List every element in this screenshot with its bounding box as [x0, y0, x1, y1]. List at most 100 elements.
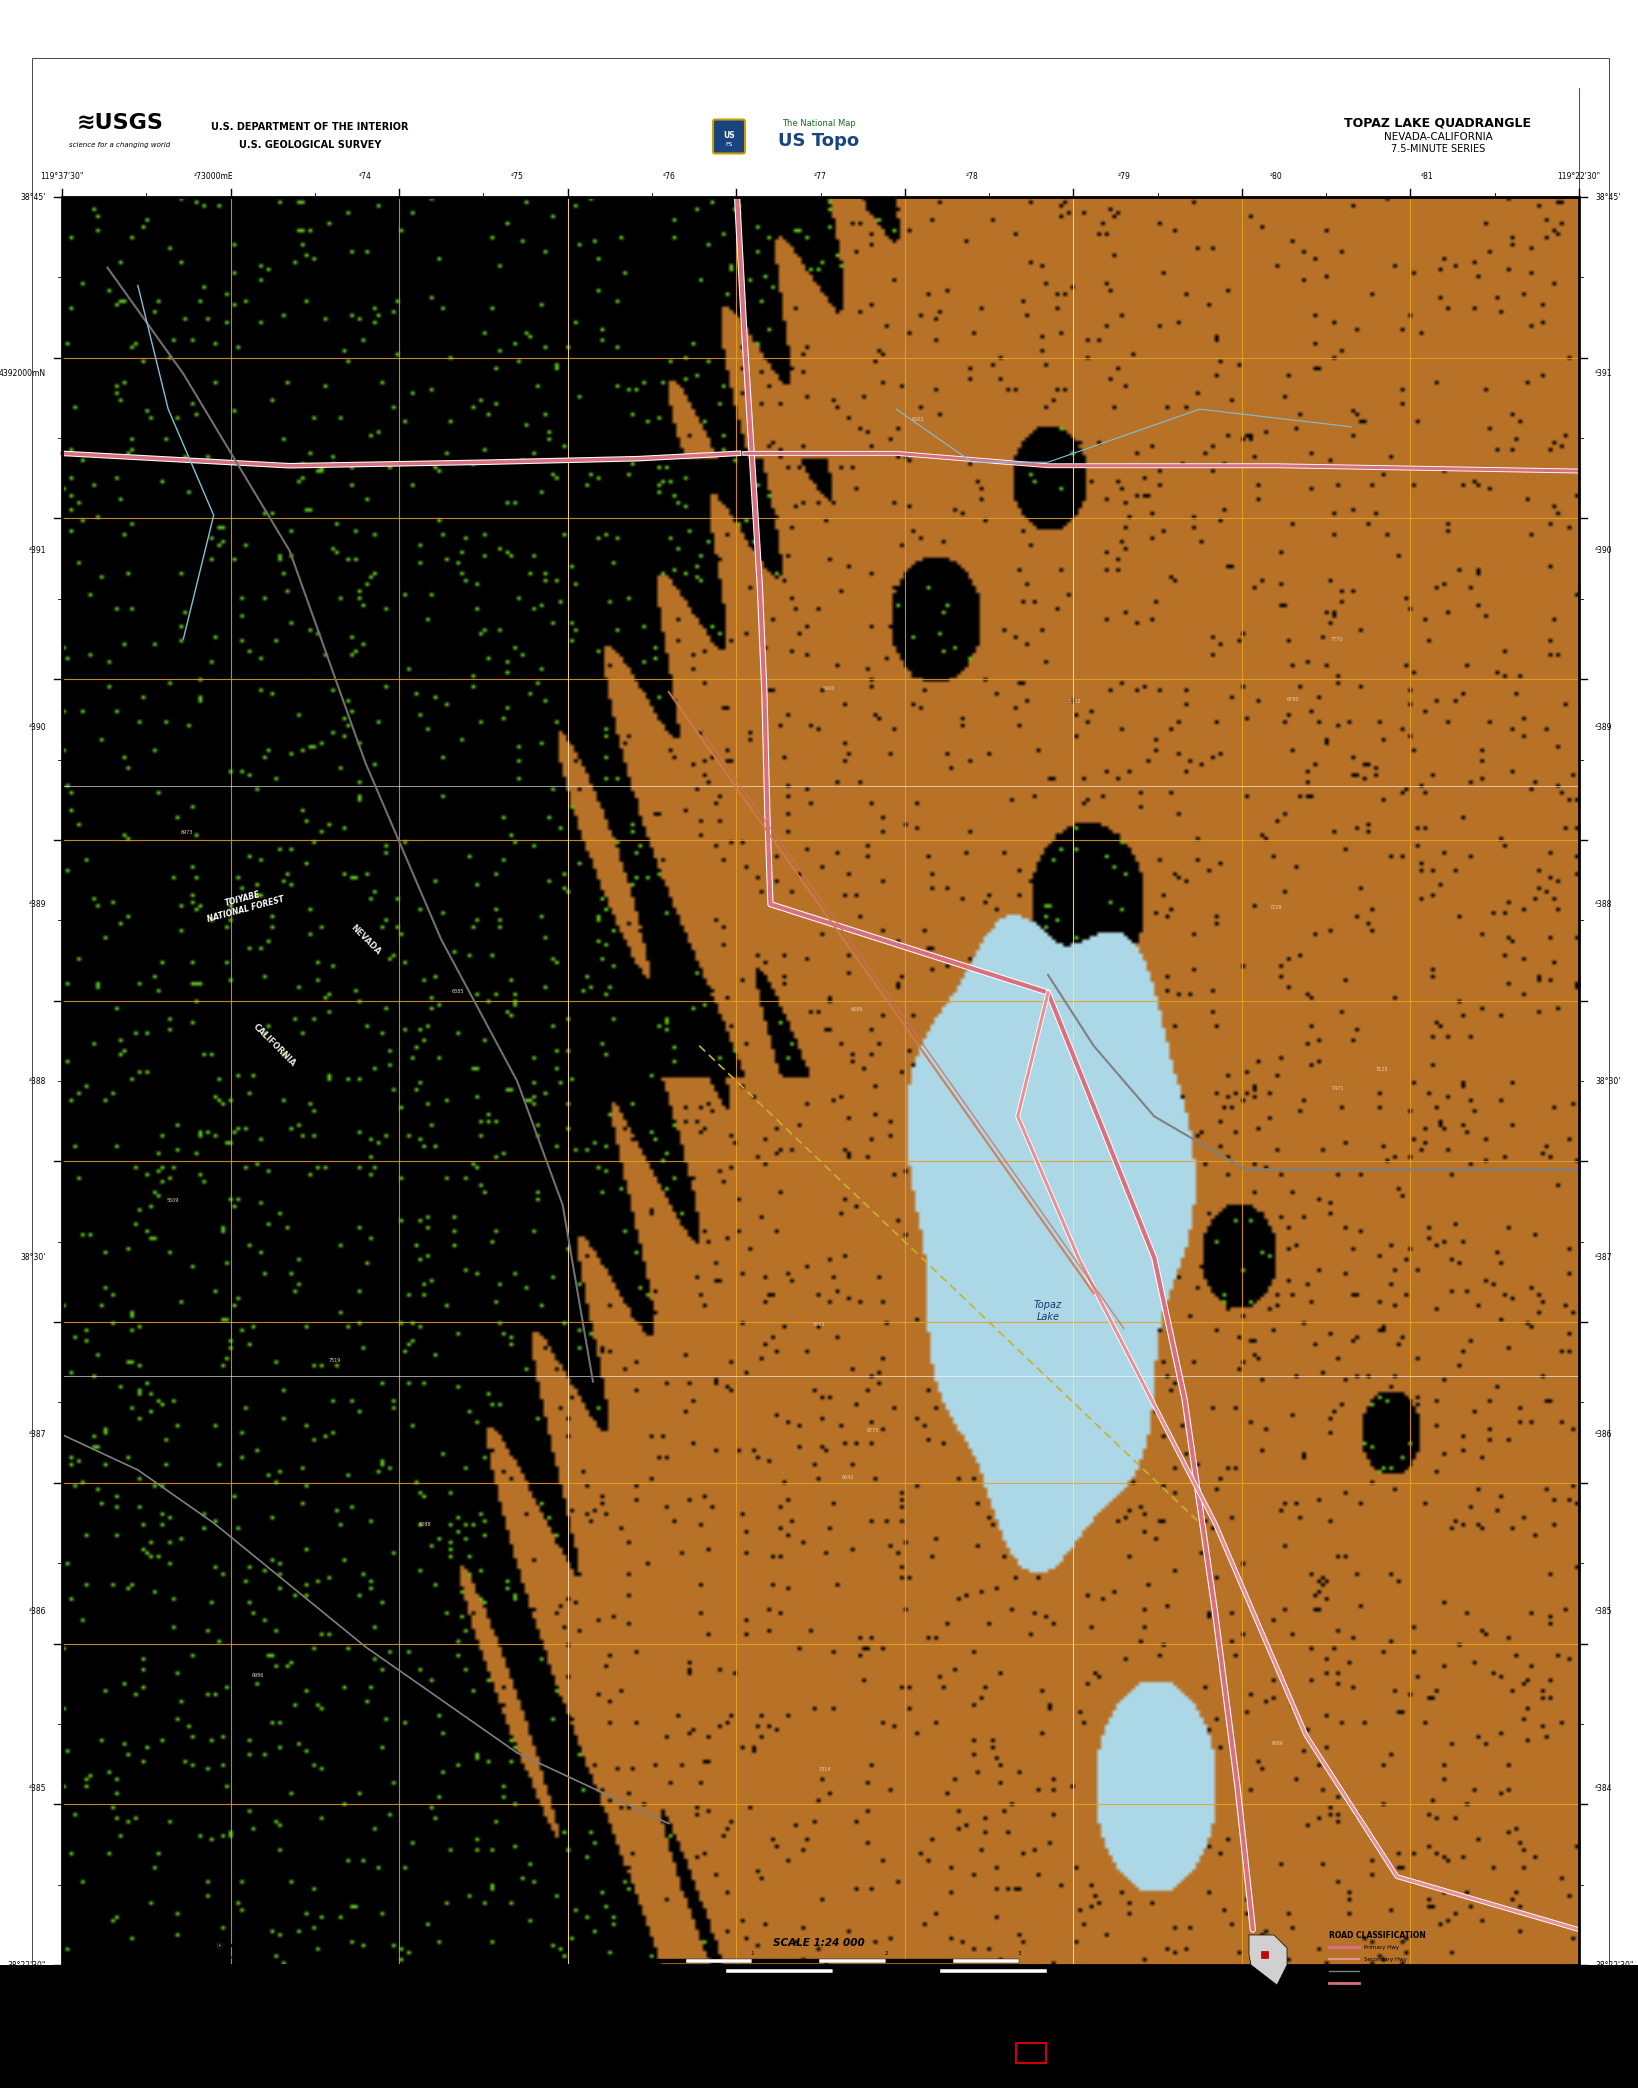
- Text: ⁴388: ⁴388: [1595, 900, 1612, 908]
- Text: ²80: ²80: [1269, 171, 1283, 182]
- Bar: [1016, 2044, 1045, 2063]
- Text: US: US: [724, 132, 735, 140]
- Text: 1: 1: [750, 1950, 753, 1956]
- Text: 2: 2: [885, 1950, 888, 1956]
- Text: ²77: ²77: [883, 1982, 896, 1990]
- Text: ⁴389: ⁴389: [1595, 722, 1612, 733]
- Text: NEVADA: NEVADA: [349, 923, 382, 956]
- Text: Interstate Route: Interstate Route: [1364, 1982, 1409, 1986]
- Text: N: N: [238, 1929, 246, 1940]
- Text: Primary Hwy: Primary Hwy: [1364, 1944, 1399, 1950]
- Text: 7519: 7519: [329, 1357, 341, 1363]
- Text: ≋USGS: ≋USGS: [77, 113, 164, 132]
- Text: ⁴386: ⁴386: [1595, 1430, 1612, 1439]
- Text: SCALE 1:24 000: SCALE 1:24 000: [773, 1938, 865, 1948]
- Text: 5432: 5432: [1070, 699, 1081, 704]
- Text: 6780: 6780: [1287, 697, 1299, 702]
- Text: ²79: ²79: [1117, 171, 1130, 182]
- Text: ²79: ²79: [1158, 1982, 1171, 1990]
- Text: 38°45': 38°45': [21, 192, 46, 203]
- Text: From aerial photographs taken 1994 and field checked 1994: From aerial photographs taken 1994 and f…: [62, 1954, 252, 1959]
- Bar: [619, 1959, 686, 1963]
- Text: 6986: 6986: [252, 1672, 264, 1679]
- Text: 6973: 6973: [180, 829, 193, 835]
- Text: US Topo: US Topo: [778, 132, 860, 150]
- Text: 38°30': 38°30': [1595, 1077, 1620, 1086]
- Text: 38°45': 38°45': [1595, 192, 1620, 203]
- Polygon shape: [1250, 1936, 1287, 1986]
- Text: Local Road: Local Road: [1364, 1969, 1394, 1973]
- Text: 4392000mN: 4392000mN: [0, 370, 46, 378]
- Text: ⁴386: ⁴386: [28, 1608, 46, 1616]
- Bar: [0, 0, 1638, 196]
- Text: 38°22'30": 38°22'30": [1559, 1982, 1599, 1990]
- Bar: [0, 1965, 1638, 2088]
- Text: grid: Universal Transverse Mercator, Zone 11: grid: Universal Transverse Mercator, Zon…: [62, 1973, 203, 1977]
- Text: 119°22'30": 119°22'30": [1558, 171, 1600, 182]
- Text: 38°22'30": 38°22'30": [8, 1961, 46, 1969]
- Text: ⁴385: ⁴385: [28, 1783, 46, 1794]
- Text: ROAD CLASSIFICATION: ROAD CLASSIFICATION: [1328, 1931, 1425, 1940]
- Bar: [686, 1959, 752, 1963]
- Text: 6775: 6775: [867, 1428, 880, 1432]
- Text: CALIFORNIA: CALIFORNIA: [251, 1023, 298, 1069]
- Bar: [619, 1969, 726, 1973]
- Text: 38°22'30": 38°22'30": [1595, 1961, 1633, 1969]
- Text: ²75: ²75: [608, 1982, 621, 1990]
- Text: ⁴391: ⁴391: [1595, 370, 1612, 378]
- Text: U.S. DEPARTMENT OF THE INTERIOR: U.S. DEPARTMENT OF THE INTERIOR: [211, 123, 410, 132]
- Text: 5400: 5400: [822, 685, 835, 691]
- Text: TOPAZ LAKE QUADRANGLE: TOPAZ LAKE QUADRANGLE: [1345, 117, 1532, 129]
- Text: ⁴385: ⁴385: [1595, 1608, 1612, 1616]
- Text: ⁴391: ⁴391: [28, 547, 46, 555]
- Text: 6502: 6502: [912, 418, 924, 422]
- Bar: [752, 1959, 819, 1963]
- Text: ²76: ²76: [745, 1982, 758, 1990]
- Text: ⁴388: ⁴388: [28, 1077, 46, 1086]
- Text: Produced by the United States Geological Survey: Produced by the United States Geological…: [62, 1940, 275, 1950]
- Text: ²78: ²78: [1020, 1982, 1034, 1990]
- Bar: [726, 1969, 834, 1973]
- Bar: [62, 196, 1579, 1965]
- Text: 38°30': 38°30': [21, 1253, 46, 1263]
- Bar: [940, 1969, 1047, 1973]
- Text: ²75: ²75: [511, 171, 524, 182]
- Text: ²78: ²78: [966, 171, 978, 182]
- Text: ²73000mE: ²73000mE: [193, 171, 234, 182]
- Text: 0: 0: [618, 1950, 621, 1956]
- Text: science for a changing world: science for a changing world: [69, 142, 170, 148]
- Text: ⁴387: ⁴387: [28, 1430, 46, 1439]
- Text: 0: 0: [618, 1975, 621, 1979]
- Text: TOIYABE
NATIONAL FOREST: TOIYABE NATIONAL FOREST: [203, 885, 285, 923]
- Text: KILOMETERS: KILOMETERS: [580, 1959, 614, 1963]
- Bar: [953, 1959, 1019, 1963]
- Text: ²76: ²76: [662, 171, 675, 182]
- Bar: [62, 196, 1579, 1965]
- Text: 7228: 7228: [1269, 906, 1283, 910]
- Text: 119°37'30": 119°37'30": [41, 171, 84, 182]
- Text: World Geodetic System of 1984 (WGS84). Projection and 1000-meter: World Geodetic System of 1984 (WGS84). P…: [62, 1965, 278, 1969]
- Text: 5509: 5509: [167, 1199, 179, 1203]
- Text: 6689: 6689: [852, 1006, 863, 1013]
- Text: ²73: ²73: [331, 1982, 344, 1990]
- Text: 7.5-MINUTE SERIES: 7.5-MINUTE SERIES: [1391, 144, 1486, 155]
- Text: Topaz
Lake: Topaz Lake: [1034, 1301, 1061, 1322]
- Text: ²81: ²81: [1422, 171, 1433, 182]
- Bar: [1261, 1950, 1268, 1959]
- Text: The National Map: The National Map: [781, 119, 857, 127]
- Text: 2: 2: [1045, 1975, 1048, 1979]
- Text: ²74: ²74: [359, 171, 372, 182]
- Text: ²80: ²80: [1297, 1982, 1309, 1990]
- Text: ²77: ²77: [814, 171, 827, 182]
- Text: 7669: 7669: [1271, 1741, 1283, 1746]
- Text: ⁴384: ⁴384: [1595, 1783, 1612, 1794]
- Text: ⁴390: ⁴390: [1595, 547, 1613, 555]
- Bar: [886, 1959, 953, 1963]
- Text: FS: FS: [726, 142, 732, 146]
- Text: 3: 3: [1017, 1950, 1020, 1956]
- Text: Secondary Hwy: Secondary Hwy: [1364, 1956, 1407, 1961]
- Text: ²72: ²72: [193, 1982, 206, 1990]
- Text: 7125: 7125: [1376, 1067, 1389, 1073]
- Text: 6288: 6288: [419, 1522, 431, 1526]
- Text: 38°37'30": 38°37'30": [43, 1982, 82, 1990]
